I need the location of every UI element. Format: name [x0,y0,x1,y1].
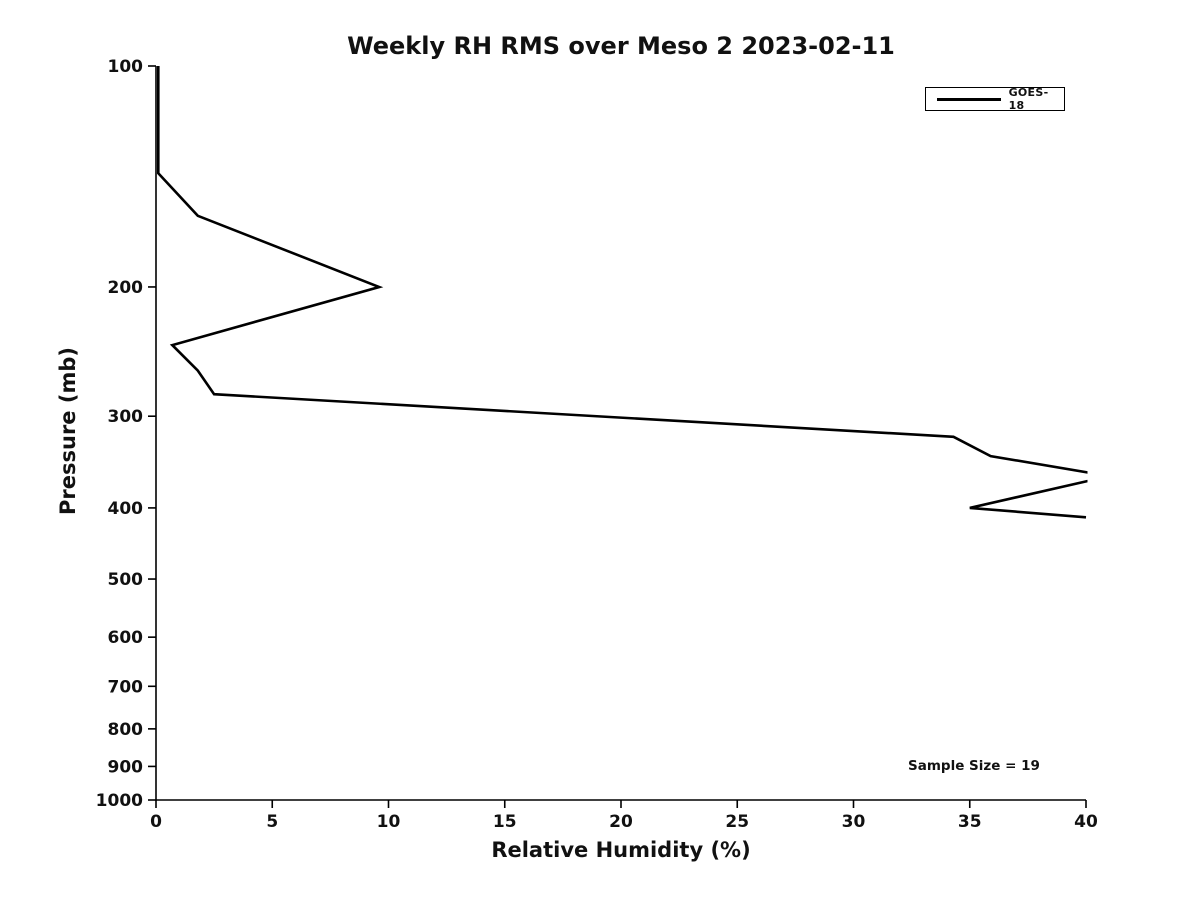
axes-spines [155,66,1086,801]
sample-size-annotation: Sample Size = 19 [908,758,1040,774]
y-tick-label: 900 [108,757,144,777]
y-tick-label: 300 [108,407,144,427]
y-tick-label: 500 [108,570,144,590]
x-tick-label: 35 [958,812,982,832]
series-lines [157,66,1088,519]
series-line-goes-18 [157,66,1088,519]
y-tick-label: 1000 [96,791,143,811]
legend-line-swatch [937,97,1001,101]
y-tick-label: 200 [108,278,144,298]
y-axis-label: Pressure (mb) [56,347,80,515]
x-tick-label: 5 [266,812,278,832]
x-tick-label: 0 [150,812,162,832]
x-axis-label: Relative Humidity (%) [491,838,751,862]
axis-ticks-and-labels: 0 5 10 15 20 25 30 35 40 100 200 300 400 500 600 700 800… [96,57,1098,832]
x-tick-label: 10 [377,812,401,832]
legend-series-label: GOES-18 [1008,86,1049,112]
x-tick-label: 20 [609,812,633,832]
y-tick-label: 400 [108,499,144,519]
legend-box: GOES-18 [925,86,1065,112]
y-tick-label: 700 [108,677,144,697]
x-tick-label: 30 [842,812,866,832]
y-tick-label: 100 [108,57,144,77]
y-tick-label: 800 [108,720,144,740]
chart-title: Weekly RH RMS over Meso 2 2023-02-11 [347,32,895,60]
x-tick-label: 15 [493,812,517,832]
x-tick-label: 25 [725,812,749,832]
y-tick-label: 600 [108,628,144,648]
x-tick-label: 40 [1074,812,1098,832]
